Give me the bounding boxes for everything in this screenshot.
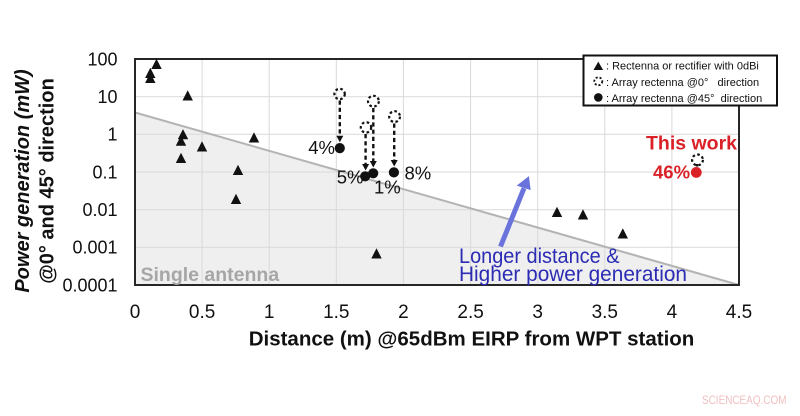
- svg-text:4: 4: [667, 302, 678, 323]
- svg-text:This work: This work: [646, 133, 737, 155]
- svg-text:Single antenna: Single antenna: [141, 264, 280, 286]
- svg-text:2: 2: [398, 302, 409, 323]
- svg-text:10: 10: [97, 87, 117, 107]
- svg-text:100: 100: [87, 49, 117, 69]
- svg-text:3: 3: [532, 302, 543, 323]
- svg-text:1.5: 1.5: [323, 302, 349, 323]
- svg-text:@0° and 45° direction: @0° and 45° direction: [37, 78, 59, 284]
- svg-text:1: 1: [107, 125, 117, 145]
- svg-text:8%: 8%: [405, 163, 432, 184]
- svg-text:: Rectenna or rectifier with 0: : Rectenna or rectifier with 0dBi: [606, 60, 759, 72]
- svg-text:1%: 1%: [374, 177, 401, 198]
- svg-text:: Array rectenna @45° directi: : Array rectenna @45° direction: [606, 93, 762, 105]
- svg-text:0.001: 0.001: [72, 238, 117, 258]
- svg-text:3.5: 3.5: [592, 302, 618, 323]
- svg-text:5%: 5%: [337, 167, 364, 188]
- svg-text:0.01: 0.01: [82, 200, 117, 220]
- svg-text:: Array rectenna @0° directi: : Array rectenna @0° direction: [606, 77, 759, 89]
- svg-text:0: 0: [130, 302, 141, 323]
- svg-text:0.1: 0.1: [92, 162, 117, 182]
- svg-text:2.5: 2.5: [457, 302, 483, 323]
- svg-text:Longer distance &: Longer distance &: [459, 245, 620, 268]
- svg-text:SCIENCEAQ.COM: SCIENCEAQ.COM: [702, 393, 787, 407]
- svg-text:1: 1: [264, 302, 275, 323]
- svg-text:0.0001: 0.0001: [62, 275, 117, 295]
- svg-text:Higher power generation: Higher power generation: [459, 263, 687, 286]
- svg-text:Power generation (mW): Power generation (mW): [12, 69, 34, 293]
- svg-text:4.5: 4.5: [726, 302, 752, 323]
- svg-text:46%: 46%: [653, 162, 690, 183]
- svg-text:0.5: 0.5: [189, 302, 215, 323]
- svg-text:Distance (m) @65dBm EIRP from: Distance (m) @65dBm EIRP from WPT statio…: [249, 327, 695, 350]
- svg-text:4%: 4%: [308, 137, 335, 158]
